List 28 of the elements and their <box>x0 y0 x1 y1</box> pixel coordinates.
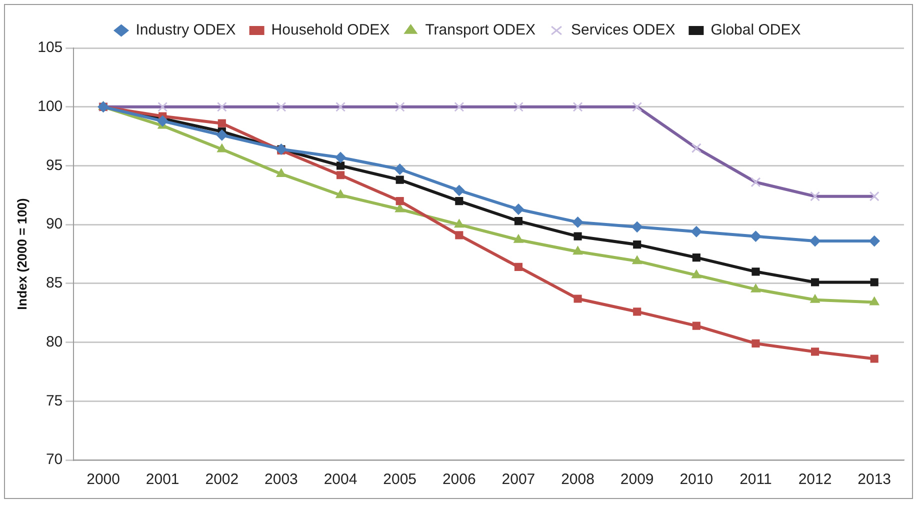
x-tick-label: 2002 <box>205 471 239 488</box>
x-tick-label: 2010 <box>680 471 714 488</box>
x-tick-label: 2003 <box>264 471 298 488</box>
y-axis-title: Index (2000 = 100) <box>14 198 30 310</box>
legend-label: Global ODEX <box>710 22 801 39</box>
y-tick-label: 95 <box>46 156 63 174</box>
x-tick-label: 2005 <box>383 471 417 488</box>
legend-label: Household ODEX <box>271 22 390 39</box>
x-tick-label: 2006 <box>442 471 476 488</box>
y-tick-label: 80 <box>46 333 63 350</box>
legend-label: Industry ODEX <box>136 22 236 39</box>
x-tick-label: 2011 <box>740 471 772 488</box>
x-tick-label: 2007 <box>502 471 536 488</box>
y-tick-label: 70 <box>46 451 63 468</box>
x-tick-label: 2004 <box>324 471 358 488</box>
y-tick-label: 75 <box>46 392 63 410</box>
x-tick-label: 2009 <box>620 471 654 488</box>
x-tick-label: 2001 <box>146 471 180 488</box>
x-tick-label: 2013 <box>858 471 892 488</box>
y-tick-label: 105 <box>38 39 63 56</box>
y-tick-label: 90 <box>46 216 63 233</box>
y-tick-label: 85 <box>46 274 63 292</box>
legend-label: Transport ODEX <box>425 22 536 39</box>
x-tick-label: 2008 <box>561 471 594 488</box>
x-tick-label: 2012 <box>798 471 832 488</box>
legend-label: Services ODEX <box>571 22 676 39</box>
x-tick-label: 2000 <box>86 471 120 488</box>
y-tick-label: 100 <box>38 98 63 115</box>
